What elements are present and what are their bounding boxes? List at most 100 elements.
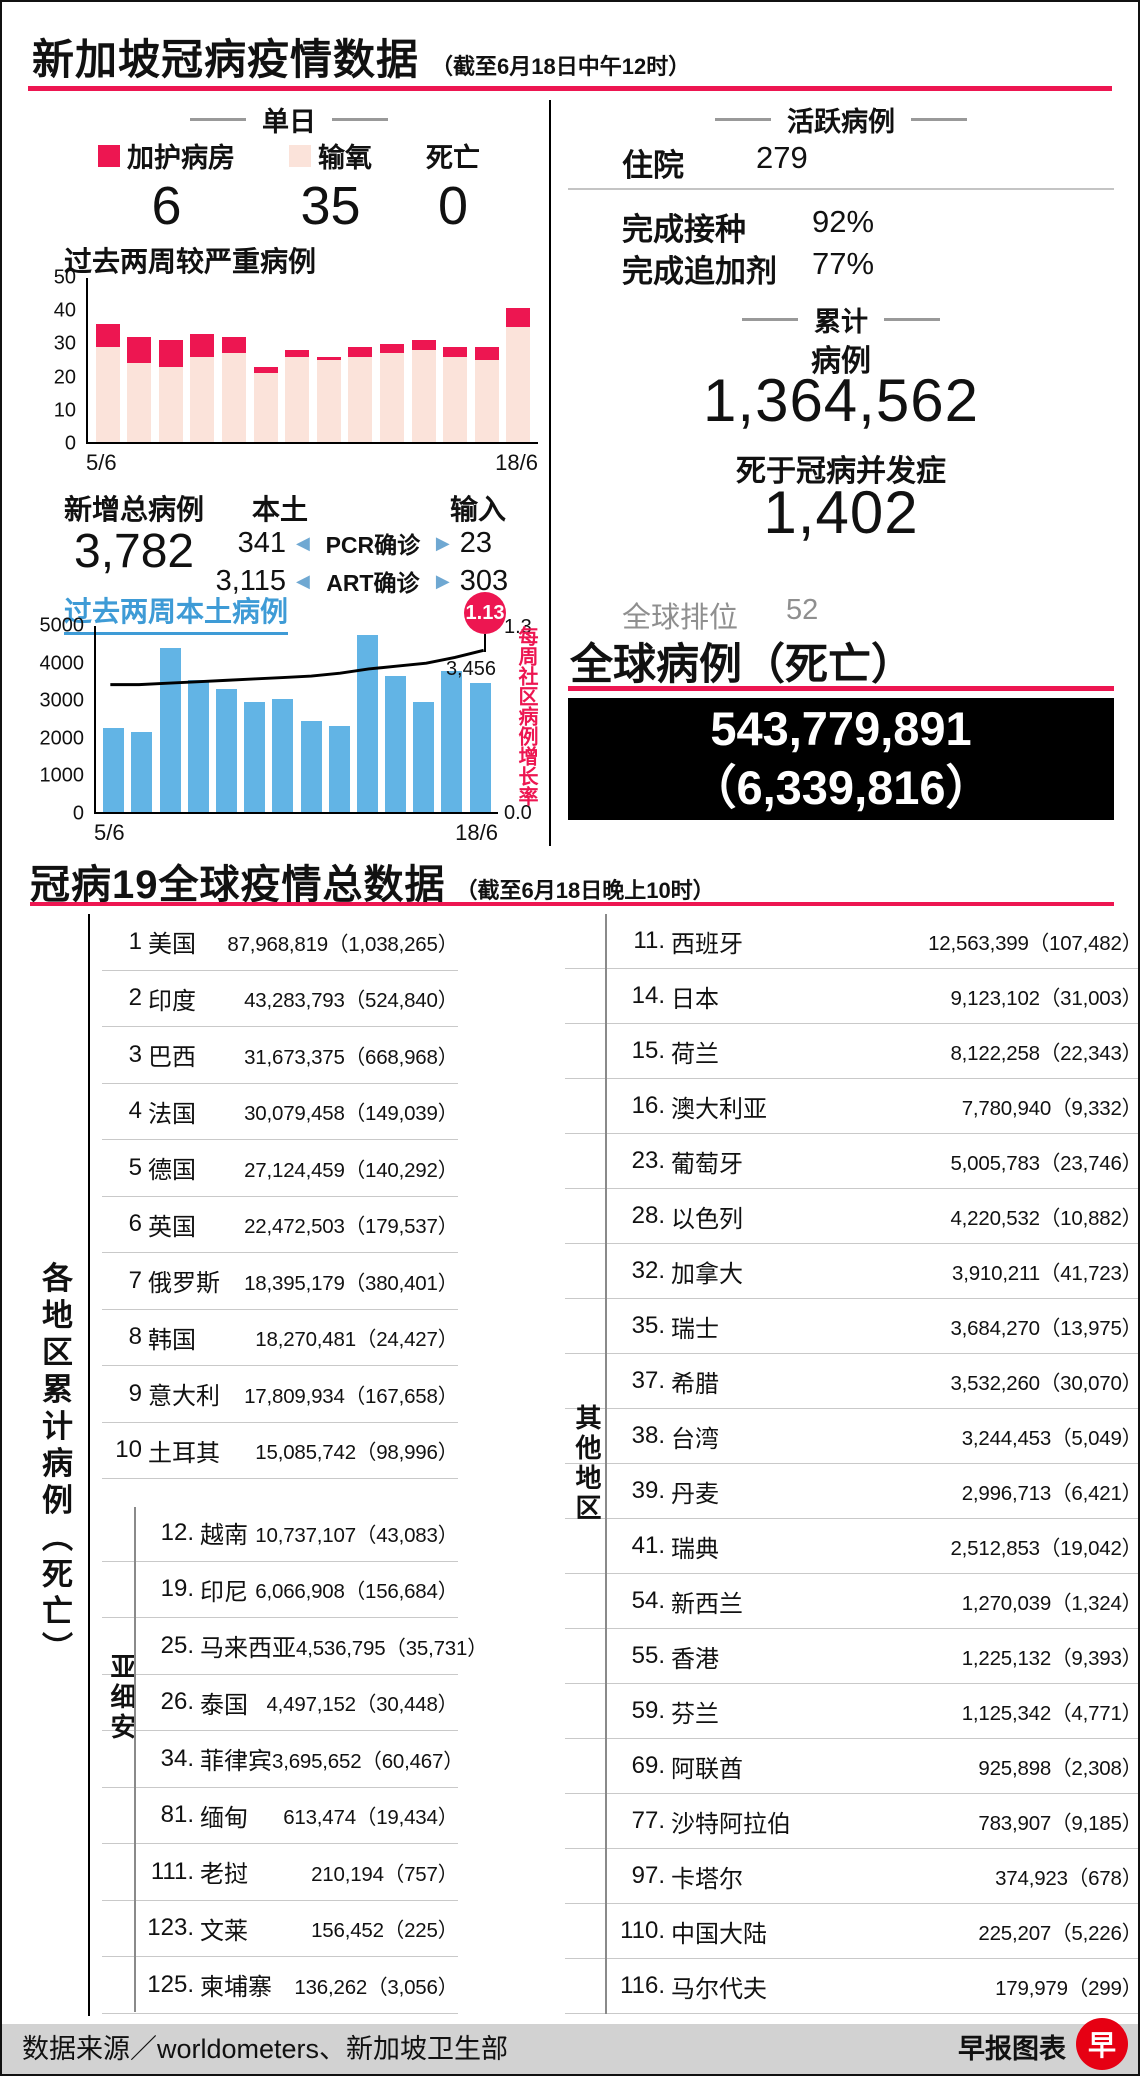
country-rank: 97. [631, 1862, 665, 1889]
severe-chart-bar [285, 278, 310, 442]
severe-cases-chart: 0 10 20 30 40 50 5/6 18/6 [42, 267, 542, 483]
table-row: 97. 卡塔尔 374,923（678） [565, 1849, 1138, 1904]
table-row: 37. 希腊 3,532,260（30,070） [565, 1354, 1138, 1409]
x-last-label: 18/6 [495, 450, 538, 475]
global-cases-value: 543,779,891 [710, 702, 972, 756]
hospitalized-label: 住院 [622, 148, 684, 183]
table-row: 10 土耳其 15,085,742（98,996） [102, 1423, 458, 1479]
country-rank: 41. [631, 1532, 665, 1559]
table-row: 35. 瑞士 3,684,270（13,975） [565, 1299, 1138, 1354]
daily-stats: 加护病房 6 输氧 35 死亡 0 [30, 136, 548, 236]
table-row: 25. 马来西亚 4,536,795（35,731） [102, 1618, 488, 1675]
country-cases-deaths: 225,207（5,226） [978, 1922, 1140, 1945]
country-cases-deaths: 3,244,453（5,049） [961, 1427, 1140, 1450]
country-name: 泰国 [200, 1691, 248, 1719]
country-rank: 55. [631, 1642, 665, 1669]
country-cases-deaths: 4,497,152（30,448） [266, 1693, 458, 1717]
table-row: 2 印度 43,283,793（524,840） [102, 971, 458, 1027]
table-row: 38. 台湾 3,244,453（5,049） [565, 1409, 1140, 1464]
country-rank: 37. [631, 1367, 665, 1394]
pcr-local-count: 341 [237, 526, 286, 559]
oxygen-segment [474, 360, 499, 442]
cumulative-deaths-value: 1,402 [763, 479, 919, 546]
column-divider [549, 100, 551, 846]
table-row: 12. 越南 10,737,107（43,083） [102, 1505, 458, 1562]
table-row: 7 俄罗斯 18,395,179（380,401） [102, 1253, 458, 1310]
cumulative-cases-label: 病例 [811, 345, 871, 378]
icu-segment [474, 346, 499, 360]
icu-legend: 加护病房 [98, 136, 235, 175]
arrow-right-icon: ▶ [435, 532, 450, 553]
icu-segment [316, 356, 341, 360]
section-dash [911, 118, 967, 121]
singapore-daily-panel: 单日 加护病房 6 输氧 35 死亡 [30, 98, 548, 858]
country-rank: 7 [128, 1266, 142, 1294]
world-section-note: （截至6月18日晚上10时） [455, 878, 715, 903]
severe-chart-bar [348, 278, 373, 442]
icu-segment [379, 343, 404, 354]
table-row: 11. 西班牙 12,563,399（107,482） [565, 914, 1138, 969]
icu-segment [221, 337, 246, 354]
death-label: 死亡 [426, 143, 480, 173]
cumulative-cases-value: 1,364,562 [703, 367, 979, 434]
totals-panel: 活跃病例 住院 279 完成接种 92% 完成追加剂 77% 累计 病例 1,3… [568, 98, 1114, 848]
country-rank: 26. [160, 1688, 194, 1716]
local-cases-chart: 0 1000 2000 3000 4000 5000 3,456 1.3 0.0 1.13… [40, 592, 542, 852]
oxygen-segment [379, 353, 404, 442]
booster-value: 77% [812, 246, 875, 281]
oxygen-segment [443, 356, 468, 442]
country-rank: 9 [128, 1379, 142, 1407]
country-rank: 77. [631, 1807, 665, 1834]
country-name: 新西兰 [671, 1590, 743, 1618]
country-cases-deaths: 1,270,039（1,324） [961, 1592, 1140, 1615]
x-first-label: 5/6 [86, 450, 117, 475]
country-rank: 4 [128, 1097, 142, 1125]
local-chart-bar [159, 648, 181, 812]
table-row: 41. 瑞典 2,512,853（19,042） [565, 1519, 1138, 1574]
country-name: 韩国 [148, 1326, 196, 1354]
icu-label: 加护病房 [127, 143, 235, 173]
country-rank: 35. [631, 1312, 665, 1339]
booster-label: 完成追加剂 [622, 254, 777, 289]
pcr-imported-count: 23 [459, 526, 492, 559]
severe-chart-yaxis: 0 10 20 30 40 50 [42, 267, 82, 455]
country-rank: 2 [128, 984, 142, 1012]
page-title: 新加坡冠病疫情数据 [32, 36, 420, 83]
arrow-left-icon: ◀ [296, 570, 310, 591]
country-rank: 81. [160, 1801, 194, 1829]
table-row: 23. 葡萄牙 5,005,783（23,746） [565, 1134, 1138, 1189]
icu-segment [506, 307, 531, 328]
oxygen-segment [411, 350, 436, 442]
art-imported-count: 303 [459, 564, 509, 597]
country-rank: 25. [160, 1631, 194, 1659]
oxygen-label: 输氧 [318, 143, 372, 173]
section-dash [742, 318, 798, 321]
table-row: 39. 丹麦 2,996,713（6,421） [565, 1464, 1138, 1519]
new-cases-total: 3,782 [74, 525, 195, 578]
severe-chart-heading: 过去两周较严重病例 [64, 246, 317, 277]
country-name: 以色列 [671, 1205, 743, 1233]
death-stat: 死亡 0 [426, 136, 480, 236]
country-cases-deaths: 22,472,503（179,537） [244, 1215, 458, 1239]
severe-chart-bar [95, 278, 120, 442]
table-row: 15. 荷兰 8,122,258（22,343） [565, 1024, 1138, 1079]
country-name: 丹麦 [671, 1480, 719, 1508]
oxygen-swatch [289, 144, 311, 167]
art-test-label: ART确诊 [326, 570, 420, 596]
country-name: 菲律宾 [200, 1748, 272, 1776]
icu-segment [253, 366, 278, 374]
country-rank: 1 [128, 927, 142, 955]
country-name: 卡塔尔 [671, 1865, 743, 1893]
country-cases-deaths: 87,968,819（1,038,265） [227, 932, 458, 956]
asean-rows: 12. 越南 10,737,107（43,083） 19. 印尼 6,066,908（15… [102, 1505, 488, 2014]
country-name: 瑞士 [671, 1315, 719, 1343]
country-cases-deaths: 1,125,342（4,771） [961, 1702, 1140, 1725]
country-rank: 116. [620, 1972, 665, 1999]
country-rank: 110. [620, 1917, 665, 1944]
divider-line [568, 188, 1114, 190]
daily-section-label: 单日 [262, 107, 316, 137]
oxygen-stat: 输氧 35 [289, 136, 372, 236]
section-dash [332, 118, 388, 121]
icu-count: 6 [151, 176, 182, 236]
country-name: 美国 [148, 931, 196, 959]
